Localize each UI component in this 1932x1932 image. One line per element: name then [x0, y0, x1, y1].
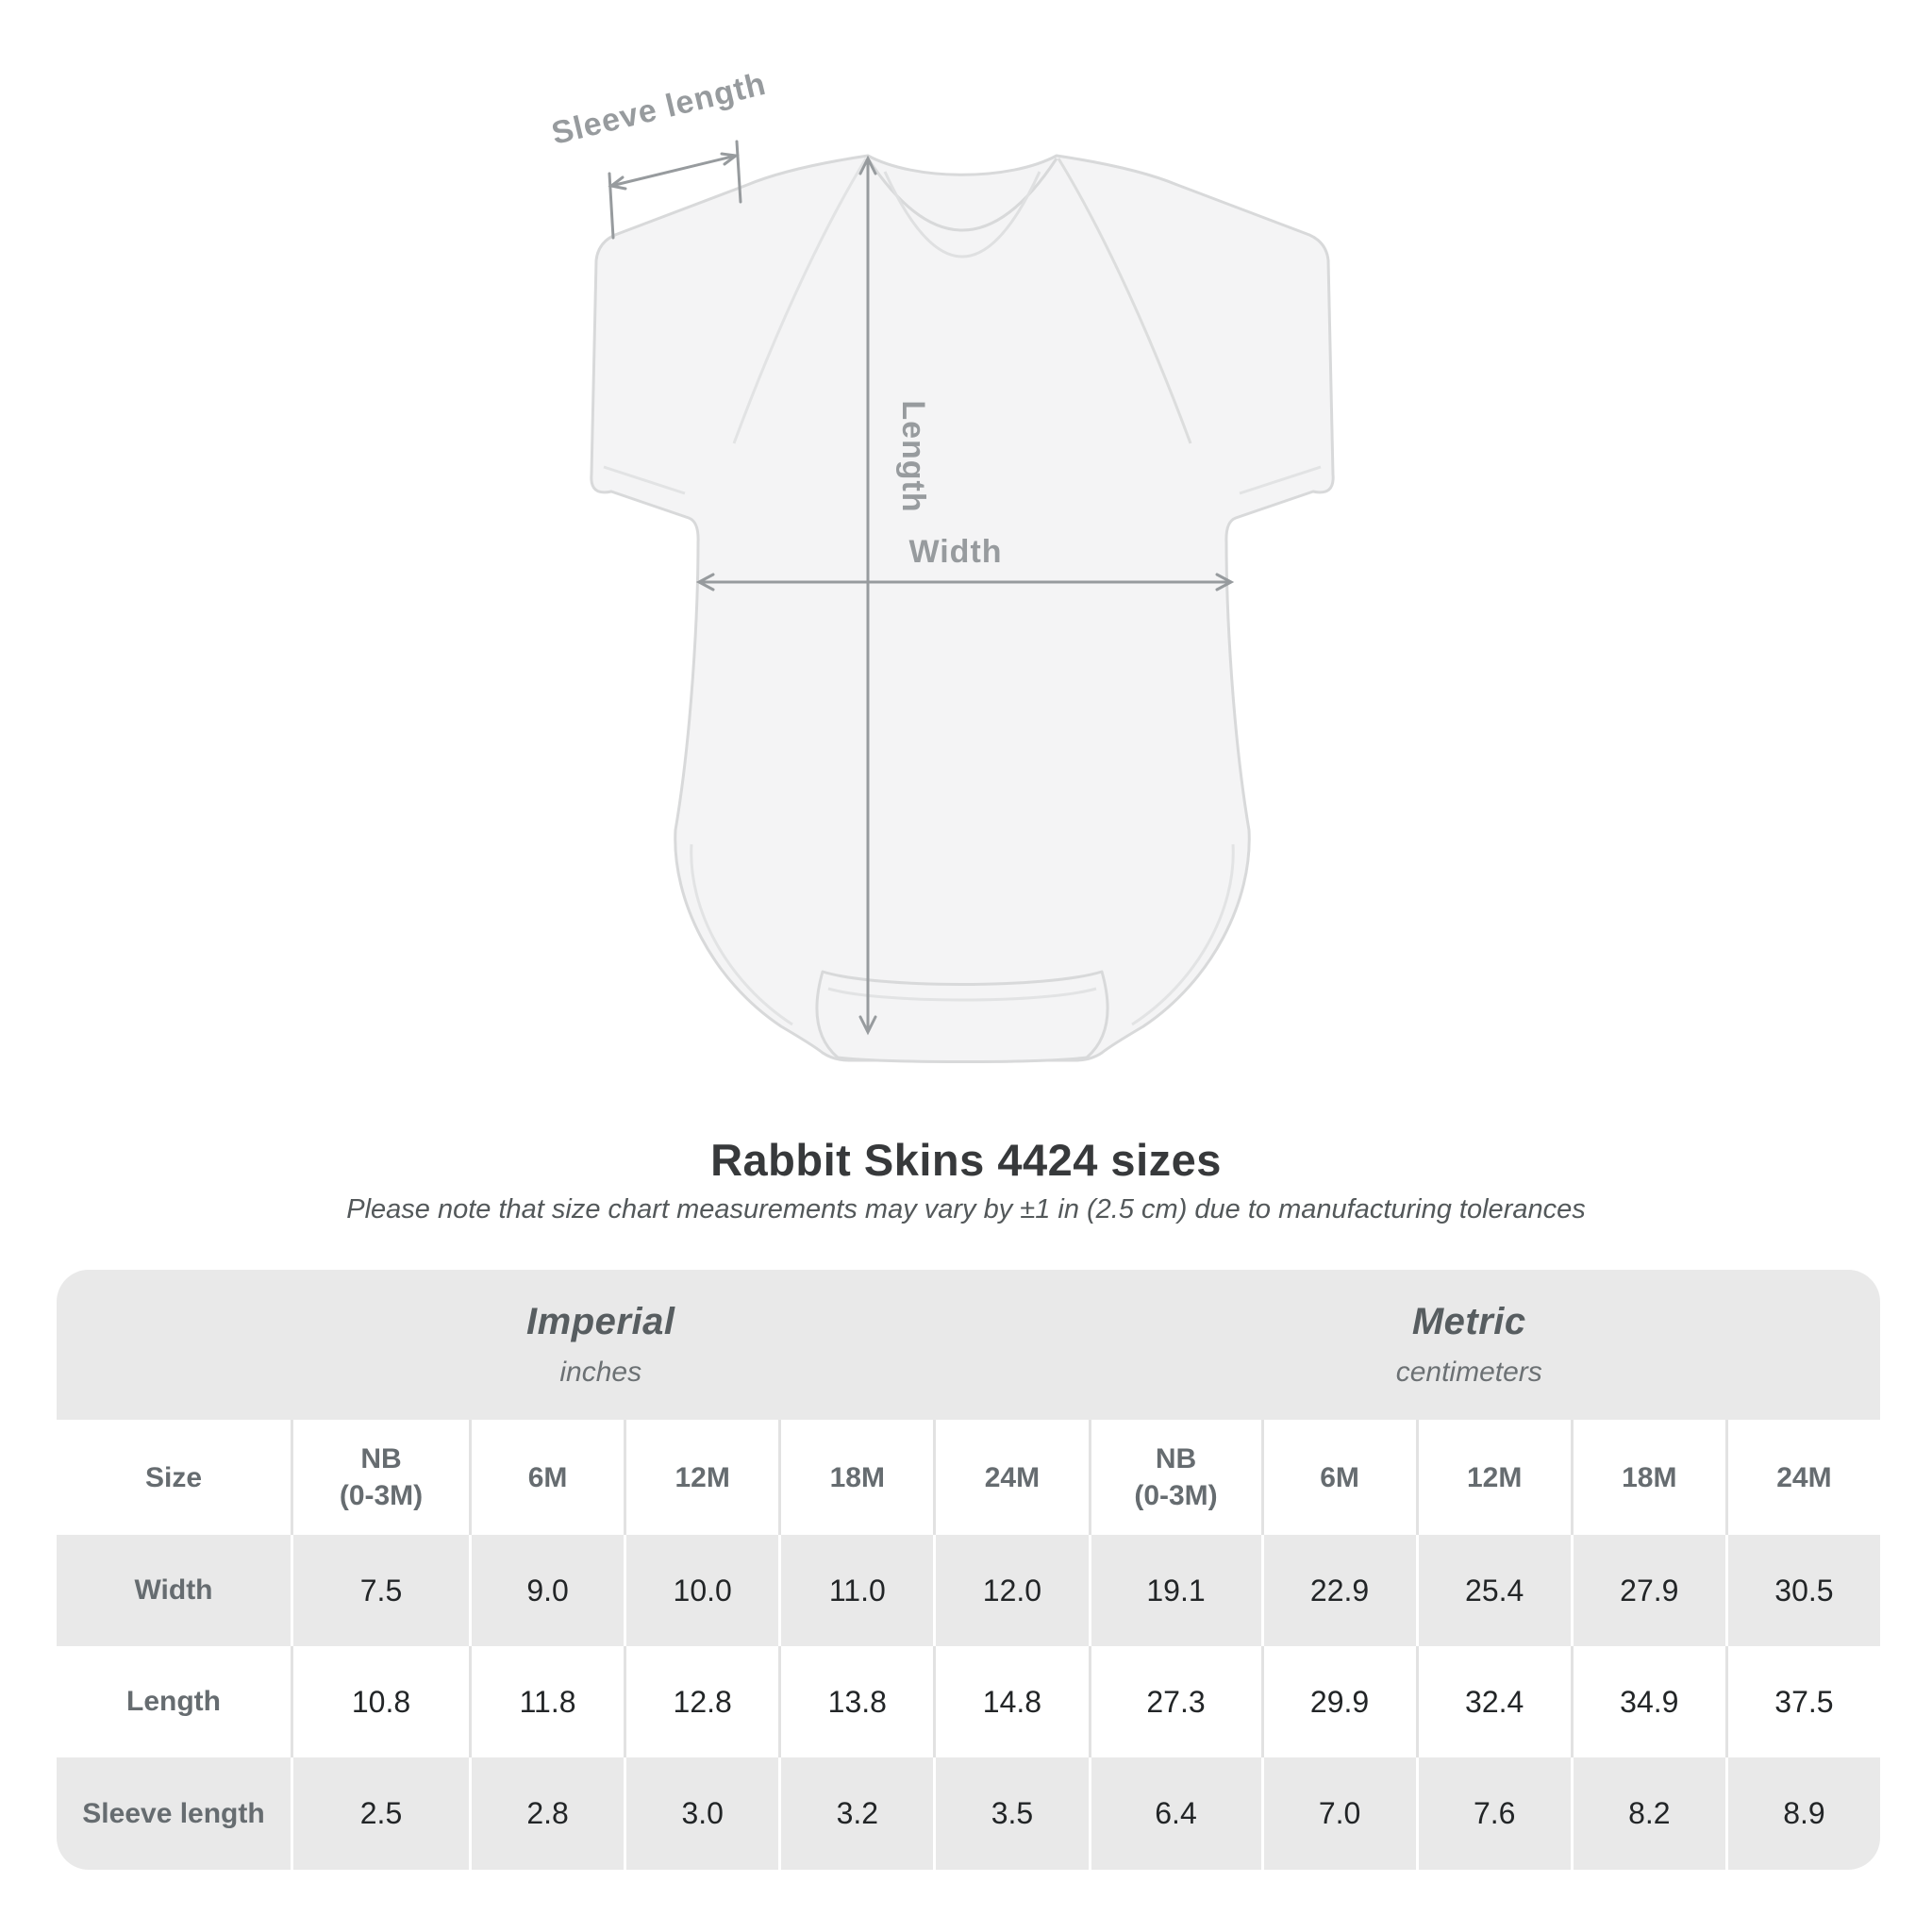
cell-value: 8.2: [1570, 1757, 1725, 1870]
column-header: 6M: [469, 1420, 624, 1535]
cell-value: 32.4: [1415, 1646, 1571, 1757]
imperial-group: Imperial inches: [57, 1270, 1089, 1420]
lap-seam-left: [732, 158, 868, 444]
width-label: Width: [908, 534, 1002, 570]
onesie-figure: Sleeve length Length Width: [548, 66, 1335, 1063]
cell-value: 14.8: [933, 1646, 1088, 1757]
table-body: Width 7.5 9.0 10.0 11.0 12.0 19.1 22.9 25.4 27.9 3…: [57, 1535, 1880, 1870]
cell-value: 8.9: [1724, 1757, 1880, 1870]
unit-band: Imperial inches Metric centimeters: [57, 1270, 1880, 1420]
size-note: Please note that size chart measurements…: [346, 1194, 1586, 1224]
row-label: Width: [134, 1574, 213, 1606]
sleeve-length-dimension-arrow: [608, 140, 742, 240]
cell-value: 34.9: [1570, 1646, 1725, 1757]
metric-unit: centimeters: [1395, 1357, 1542, 1388]
cell-value: 27.9: [1570, 1535, 1725, 1646]
measurement-annotations: [608, 140, 1235, 1036]
width-dimension-line: [695, 573, 1235, 591]
table-row: Length 10.8 11.8 12.8 13.8 14.8 27.3 29.9 32.4 34…: [57, 1646, 1880, 1757]
row-label: Sleeve length: [82, 1797, 265, 1829]
cell-value: 25.4: [1415, 1535, 1571, 1646]
leg-binding-right: [1131, 843, 1235, 1026]
metric-group: Metric centimeters: [1089, 1270, 1881, 1420]
neckband-outer-seam: [866, 158, 1058, 232]
cell-value: 11.0: [778, 1535, 933, 1646]
cell-value: 19.1: [1088, 1535, 1261, 1646]
cell-value: 3.5: [933, 1757, 1088, 1870]
snap-flap: [815, 970, 1109, 1063]
imperial-unit: inches: [559, 1357, 642, 1388]
size-table: Imperial inches Metric centimeters Size …: [57, 1270, 1880, 1870]
cell-value: 2.5: [291, 1757, 469, 1870]
cell-value: 7.0: [1260, 1757, 1416, 1870]
table-row: Width 7.5 9.0 10.0 11.0 12.0 19.1 22.9 25.4 27.9 3…: [57, 1535, 1880, 1646]
flap-binding-seam: [827, 987, 1097, 1002]
cell-value: 27.3: [1088, 1646, 1261, 1757]
sleeve-hem-right: [1239, 465, 1322, 495]
cell-value: 10.0: [624, 1535, 778, 1646]
neckband-inner-seam: [883, 171, 1041, 258]
column-header: 24M: [1724, 1420, 1880, 1535]
size-column-header: Size: [144, 1461, 203, 1493]
cell-value: 3.2: [778, 1757, 933, 1870]
cell-value: 7.5: [291, 1535, 469, 1646]
length-label: Length: [895, 400, 931, 512]
onesie-drawing: [590, 154, 1335, 1063]
column-header: 12M: [624, 1420, 778, 1535]
cell-value: 12.0: [933, 1535, 1088, 1646]
page-title: Rabbit Skins 4424 sizes: [710, 1135, 1222, 1185]
cell-value: 22.9: [1260, 1535, 1416, 1646]
cell-value: 29.9: [1260, 1646, 1416, 1757]
metric-label: Metric: [1411, 1301, 1526, 1342]
cell-value: 6.4: [1088, 1757, 1261, 1870]
cell-value: 10.8: [291, 1646, 469, 1757]
column-header: 24M: [933, 1420, 1088, 1535]
column-header: 12M: [1415, 1420, 1571, 1535]
column-header: NB (0-3M): [1088, 1420, 1261, 1535]
table-row: Sleeve length 2.5 2.8 3.0 3.2 3.5 6.4 7.0 7.6 8.2…: [57, 1757, 1880, 1870]
sleeve-length-label: Sleeve length: [548, 66, 770, 152]
cell-value: 9.0: [469, 1535, 624, 1646]
length-dimension-line: [858, 155, 877, 1036]
sleeve-hem-left: [603, 465, 686, 495]
table-header-row: Size NB (0-3M) 6M 12M 18M 24M NB (0-3M) 6M 12M 1…: [57, 1420, 1880, 1535]
row-label: Length: [126, 1686, 221, 1717]
cell-value: 12.8: [624, 1646, 778, 1757]
cell-value: 2.8: [469, 1757, 624, 1870]
column-header: NB (0-3M): [291, 1420, 469, 1535]
column-header: 18M: [1570, 1420, 1725, 1535]
cell-value: 11.8: [469, 1646, 624, 1757]
cell-value: 13.8: [778, 1646, 933, 1757]
bodysuit-silhouette: [590, 154, 1335, 1062]
column-header: 6M: [1260, 1420, 1416, 1535]
imperial-label: Imperial: [526, 1301, 675, 1342]
lap-seam-right: [1057, 158, 1192, 444]
cell-value: 3.0: [624, 1757, 778, 1870]
cell-value: 30.5: [1724, 1535, 1880, 1646]
leg-binding-left: [690, 843, 793, 1026]
cell-value: 37.5: [1724, 1646, 1880, 1757]
column-header: 18M: [778, 1420, 933, 1535]
cell-value: 7.6: [1415, 1757, 1571, 1870]
